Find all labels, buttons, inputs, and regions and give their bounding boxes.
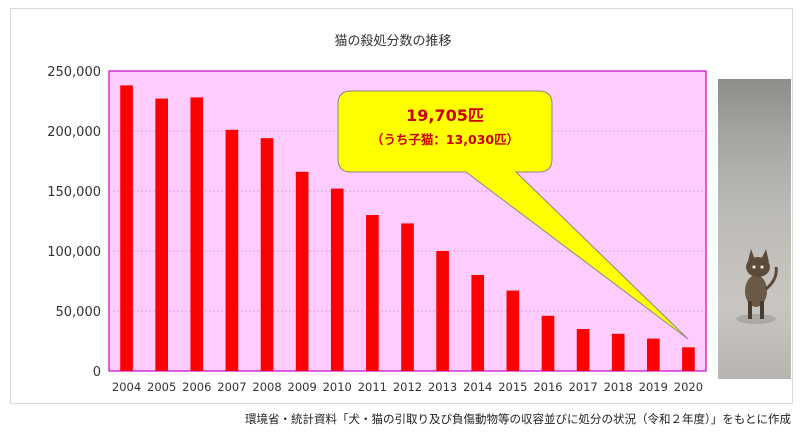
bar-2010 [330,188,344,371]
x-tick-label: 2013 [428,380,457,394]
bar-2008 [260,138,274,371]
x-tick-label: 2004 [112,380,141,394]
chart-frame: 猫の殺処分数の推移 0 50,000 100,000 150,000 200,000 25… [10,8,793,404]
callout-bubble [337,90,689,340]
kitten-photo [718,79,791,379]
x-tick-label: 2010 [323,380,352,394]
y-tick-label: 250,000 [47,65,101,80]
bar-2004 [120,85,133,372]
callout-kittens: （うち子猫：13,030匹） [371,132,519,147]
y-tick-label: 200,000 [47,125,101,140]
bar-2012 [401,223,414,371]
y-tick-label: 0 [93,365,101,380]
x-tick-label: 2011 [358,380,387,394]
bar-2016 [541,315,555,371]
x-tick-label: 2005 [147,380,176,394]
x-tick-label: 2014 [463,380,492,394]
x-tick-label: 2016 [533,380,562,394]
bar-2006 [190,97,204,372]
bar-2014 [471,275,485,371]
bar-2020 [682,347,695,371]
y-tick-label: 100,000 [47,245,101,260]
y-tick-label: 50,000 [56,305,102,320]
callout: 19,705匹 （うち子猫：13,030匹） [337,90,689,340]
bar-2007 [225,129,239,371]
bar-2019 [647,338,660,371]
x-tick-label: 2006 [182,380,211,394]
x-tick-label: 2008 [252,380,281,394]
bar-2013 [436,251,449,371]
x-tick-label: 2018 [604,380,633,394]
x-tick-label: 2009 [288,380,317,394]
bar-2005 [155,98,168,371]
kitten-icon [736,249,778,324]
bar-2015 [506,290,520,371]
x-tick-label: 2015 [498,380,527,394]
bar-2011 [366,215,379,371]
bar-chart: 猫の殺処分数の推移 0 50,000 100,000 150,000 200,000 25… [47,34,707,394]
bar-2009 [295,171,309,371]
chart-title: 猫の殺処分数の推移 [334,34,451,49]
x-tick-label: 2007 [217,380,246,394]
callout-total: 19,705匹 [406,106,484,125]
bar-2018 [611,333,625,371]
x-tick-label: 2012 [393,380,422,394]
source-note: 環境省・統計資料「犬・猫の引取り及び負傷動物等の収容並びに処分の状況（令和２年度… [244,412,791,426]
x-tick-label: 2019 [639,380,668,394]
bar-2017 [576,329,590,371]
x-tick-label: 2017 [568,380,597,394]
x-tick-label: 2020 [674,380,703,394]
y-tick-label: 150,000 [47,185,101,200]
